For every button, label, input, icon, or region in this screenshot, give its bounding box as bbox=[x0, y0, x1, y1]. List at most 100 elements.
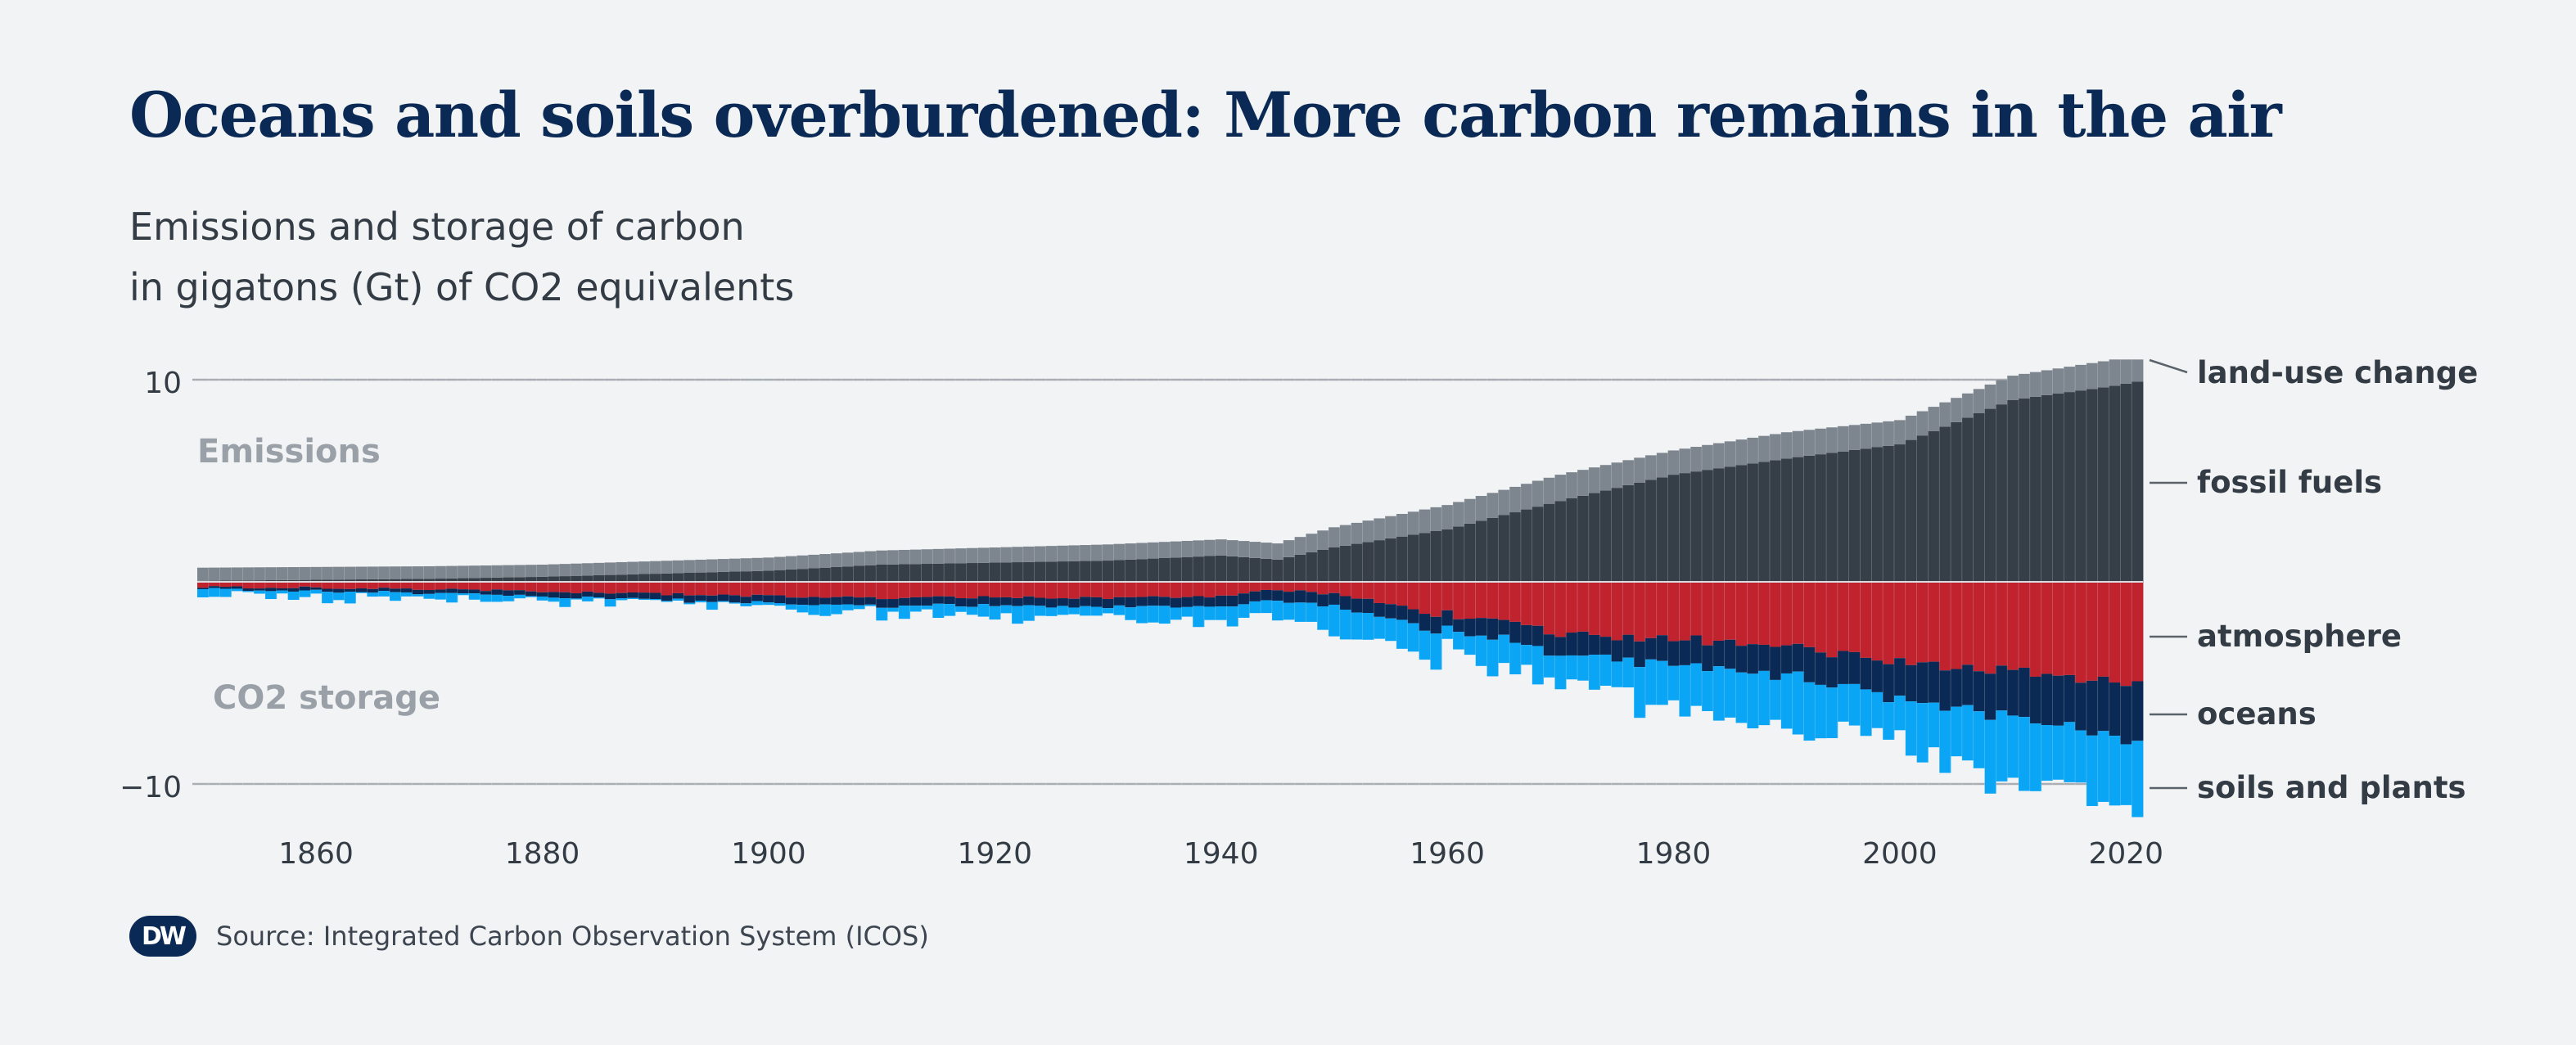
bar-oceans bbox=[1498, 619, 1510, 635]
bar-atmosphere bbox=[2086, 582, 2099, 681]
bar-oceans bbox=[1951, 669, 1963, 707]
bar-land-use-change bbox=[1238, 541, 1250, 557]
bar-oceans bbox=[1419, 614, 1431, 631]
bar-oceans bbox=[932, 596, 945, 604]
bar-atmosphere bbox=[1611, 582, 1623, 641]
bar-oceans bbox=[1022, 596, 1035, 606]
bar-atmosphere bbox=[966, 582, 978, 599]
bar-atmosphere bbox=[1034, 582, 1046, 598]
bar-soils-and-plants bbox=[435, 592, 447, 600]
bar-land-use-change bbox=[954, 548, 968, 564]
bar-oceans bbox=[1644, 637, 1658, 660]
bar-oceans bbox=[1271, 590, 1284, 601]
bar-fossil-fuels bbox=[1509, 512, 1522, 582]
bar-land-use-change bbox=[1792, 430, 1804, 457]
bar-oceans bbox=[344, 588, 356, 592]
bar-atmosphere bbox=[1735, 582, 1748, 646]
bar-atmosphere bbox=[219, 582, 232, 588]
bar-soils-and-plants bbox=[242, 591, 255, 592]
bar-atmosphere bbox=[2029, 582, 2042, 677]
bar-land-use-change bbox=[2075, 364, 2087, 391]
bar-land-use-change bbox=[1520, 484, 1533, 510]
bar-land-use-change bbox=[1712, 443, 1726, 469]
bar-land-use-change bbox=[1735, 439, 1748, 466]
bar-land-use-change bbox=[1837, 426, 1850, 452]
bar-soils-and-plants bbox=[1837, 683, 1850, 722]
bar-oceans bbox=[525, 591, 537, 597]
bar-fossil-fuels bbox=[1249, 557, 1261, 582]
bar-soils-and-plants bbox=[412, 594, 424, 597]
bar-land-use-change bbox=[446, 565, 458, 579]
bar-atmosphere bbox=[1170, 582, 1182, 598]
bar-land-use-change bbox=[2097, 361, 2109, 388]
bar-land-use-change bbox=[1951, 398, 1963, 422]
bar-soils-and-plants bbox=[1769, 679, 1782, 720]
bar-atmosphere bbox=[322, 582, 334, 589]
bar-oceans bbox=[559, 592, 571, 599]
bar-oceans bbox=[2018, 667, 2031, 718]
bar-atmosphere bbox=[638, 582, 651, 593]
bar-fossil-fuels bbox=[2120, 383, 2132, 582]
bar-fossil-fuels bbox=[1000, 562, 1013, 582]
bar-land-use-change bbox=[367, 566, 379, 579]
bar-oceans bbox=[1735, 646, 1748, 673]
bar-land-use-change bbox=[1034, 546, 1046, 562]
bar-oceans bbox=[1883, 664, 1895, 703]
bar-soils-and-plants bbox=[683, 602, 696, 605]
bar-oceans bbox=[1905, 664, 1918, 702]
bar-land-use-change bbox=[355, 566, 368, 580]
bar-land-use-change bbox=[1543, 477, 1555, 504]
bar-oceans bbox=[1045, 598, 1058, 608]
bar-atmosphere bbox=[649, 582, 662, 593]
bar-fossil-fuels bbox=[966, 563, 978, 582]
bar-fossil-fuels bbox=[819, 567, 832, 582]
bar-land-use-change bbox=[808, 554, 820, 569]
bar-soils-and-plants bbox=[1803, 682, 1816, 741]
bar-land-use-change bbox=[1611, 462, 1623, 489]
axis-ticks: 10 −10 1860 1880 1900 1920 1940 1960 1980 2000 202… bbox=[120, 367, 2163, 871]
x-tick-label: 1860 bbox=[278, 837, 354, 871]
bar-oceans bbox=[1328, 592, 1341, 605]
bar-soils-and-plants bbox=[1780, 673, 1793, 729]
bar-atmosphere bbox=[2075, 582, 2087, 683]
bar-atmosphere bbox=[2018, 582, 2031, 668]
bar-soils-and-plants bbox=[841, 604, 854, 610]
bar-land-use-change bbox=[1249, 542, 1261, 558]
bar-soils-and-plants bbox=[819, 604, 832, 616]
bar-oceans bbox=[1634, 641, 1646, 668]
bar-oceans bbox=[1893, 658, 1906, 696]
bar-fossil-fuels bbox=[1475, 520, 1487, 582]
bar-soils-and-plants bbox=[1599, 654, 1612, 686]
bar-oceans bbox=[593, 592, 605, 598]
bar-fossil-fuels bbox=[1667, 475, 1680, 582]
bar-land-use-change bbox=[2120, 359, 2132, 384]
bar-land-use-change bbox=[1973, 389, 1985, 414]
bar-atmosphere bbox=[593, 582, 605, 593]
bar-oceans bbox=[1441, 610, 1454, 626]
bar-oceans bbox=[1509, 621, 1522, 643]
bar-oceans bbox=[898, 597, 911, 606]
bar-fossil-fuels bbox=[1656, 477, 1668, 582]
y-tick-label: 10 bbox=[144, 367, 182, 400]
bar-atmosphere bbox=[2097, 582, 2109, 677]
bar-land-use-change bbox=[1090, 544, 1103, 561]
bar-oceans bbox=[1261, 589, 1273, 601]
bar-land-use-change bbox=[231, 567, 243, 581]
bar-land-use-change bbox=[219, 567, 232, 581]
bar-soils-and-plants bbox=[571, 598, 583, 600]
bar-oceans bbox=[287, 588, 300, 592]
bar-land-use-change bbox=[1362, 520, 1374, 543]
bar-soils-and-plants bbox=[1735, 672, 1748, 723]
bar-oceans bbox=[796, 597, 809, 606]
bar-oceans bbox=[672, 592, 684, 599]
bar-oceans bbox=[695, 595, 707, 601]
bar-atmosphere bbox=[1509, 582, 1522, 622]
bar-soils-and-plants bbox=[1543, 655, 1555, 678]
bar-atmosphere bbox=[695, 582, 707, 596]
bar-fossil-fuels bbox=[1057, 561, 1069, 582]
bar-oceans bbox=[1939, 670, 1951, 711]
bar-soils-and-plants bbox=[1249, 601, 1261, 614]
bar-land-use-change bbox=[400, 566, 413, 579]
bar-atmosphere bbox=[1362, 582, 1374, 599]
bar-land-use-change bbox=[627, 561, 639, 574]
